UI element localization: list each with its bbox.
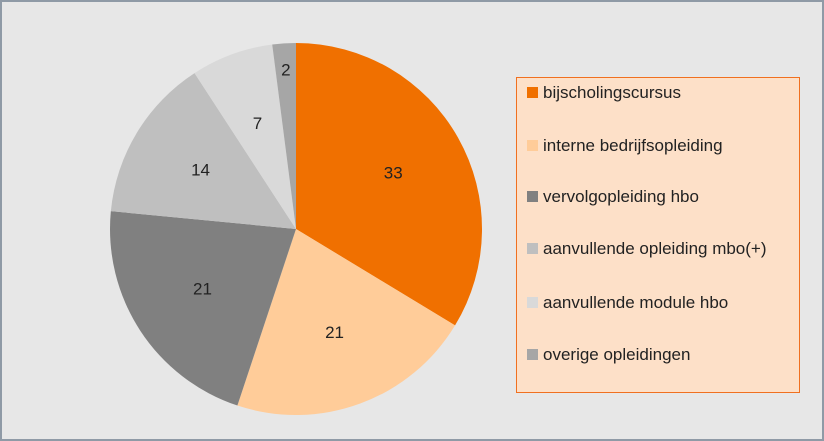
legend: bijscholingscursus interne bedrijfsopleid… — [516, 77, 800, 393]
data-label: 7 — [253, 114, 262, 133]
data-label: 33 — [384, 164, 403, 183]
data-label: 21 — [325, 323, 344, 342]
legend-label: aanvullende opleiding mbo(+) — [543, 239, 767, 258]
pie-slice — [237, 229, 456, 415]
legend-swatch — [527, 243, 538, 254]
legend-item: aanvullende opleiding mbo(+) — [527, 238, 797, 260]
legend-swatch — [527, 297, 538, 308]
legend-label: overige opleidingen — [543, 345, 691, 364]
legend-item: aanvullende module hbo — [527, 292, 797, 314]
legend-label: bijscholingscursus — [543, 83, 681, 102]
pie-slice — [109, 211, 296, 406]
pie-slice — [194, 44, 296, 230]
legend-item: bijscholingscursus — [527, 82, 797, 104]
legend-label: interne bedrijfsopleiding — [543, 136, 723, 155]
legend-item: interne bedrijfsopleiding — [527, 135, 797, 157]
legend-label: vervolgopleiding hbo — [543, 187, 699, 206]
data-label: 21 — [193, 279, 212, 298]
pie-slice — [296, 43, 483, 326]
legend-swatch — [527, 140, 538, 151]
legend-label: aanvullende module hbo — [543, 293, 729, 312]
pie-slice — [272, 43, 296, 229]
data-label: 2 — [281, 61, 290, 80]
legend-swatch — [527, 87, 538, 98]
data-label: 14 — [191, 161, 210, 180]
legend-swatch — [527, 191, 538, 202]
legend-swatch — [527, 349, 538, 360]
legend-item: vervolgopleiding hbo — [527, 186, 797, 208]
pie-slice — [110, 73, 296, 229]
legend-item: overige opleidingen — [527, 344, 797, 366]
